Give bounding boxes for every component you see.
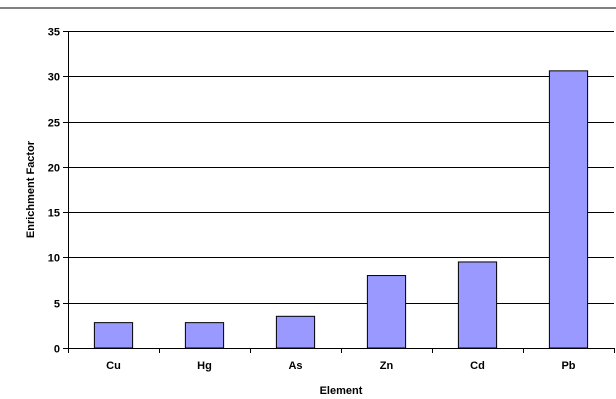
- y-tick-label: 5: [54, 299, 60, 311]
- gridlines: [63, 31, 614, 349]
- bar-as: [275, 315, 316, 349]
- y-tick-label: 0: [54, 344, 60, 356]
- y-tick-label: 25: [48, 118, 60, 130]
- x-axis-title: Element: [320, 385, 363, 397]
- bar-zn: [366, 275, 407, 349]
- y-tick-label: 10: [48, 253, 60, 265]
- x-tick-label-hg: Hg: [197, 360, 212, 372]
- bar-cu: [93, 322, 134, 349]
- x-tick-label-cu: Cu: [106, 360, 121, 372]
- y-tick-label: 30: [48, 72, 60, 84]
- x-tick-label-cd: Cd: [470, 360, 485, 372]
- y-tick-label: 15: [48, 208, 60, 220]
- x-tick-label-as: As: [288, 360, 302, 372]
- y-axis-title: Enrichment Factor: [25, 140, 37, 238]
- y-tick-label: 35: [48, 27, 60, 39]
- y-tick-label: 20: [48, 163, 60, 175]
- x-tick-label-pb: Pb: [561, 360, 575, 372]
- bars: [68, 70, 615, 353]
- bar-cd: [457, 261, 498, 349]
- x-tick-label-zn: Zn: [380, 360, 394, 372]
- bar-pb: [548, 70, 589, 349]
- x-tick-labels: Cu Hg As Zn Cd Pb: [106, 360, 576, 372]
- axes: [68, 31, 614, 349]
- bar-hg: [184, 322, 225, 349]
- y-tick-labels: 0 5 10 15 20 25 30 35: [48, 27, 60, 356]
